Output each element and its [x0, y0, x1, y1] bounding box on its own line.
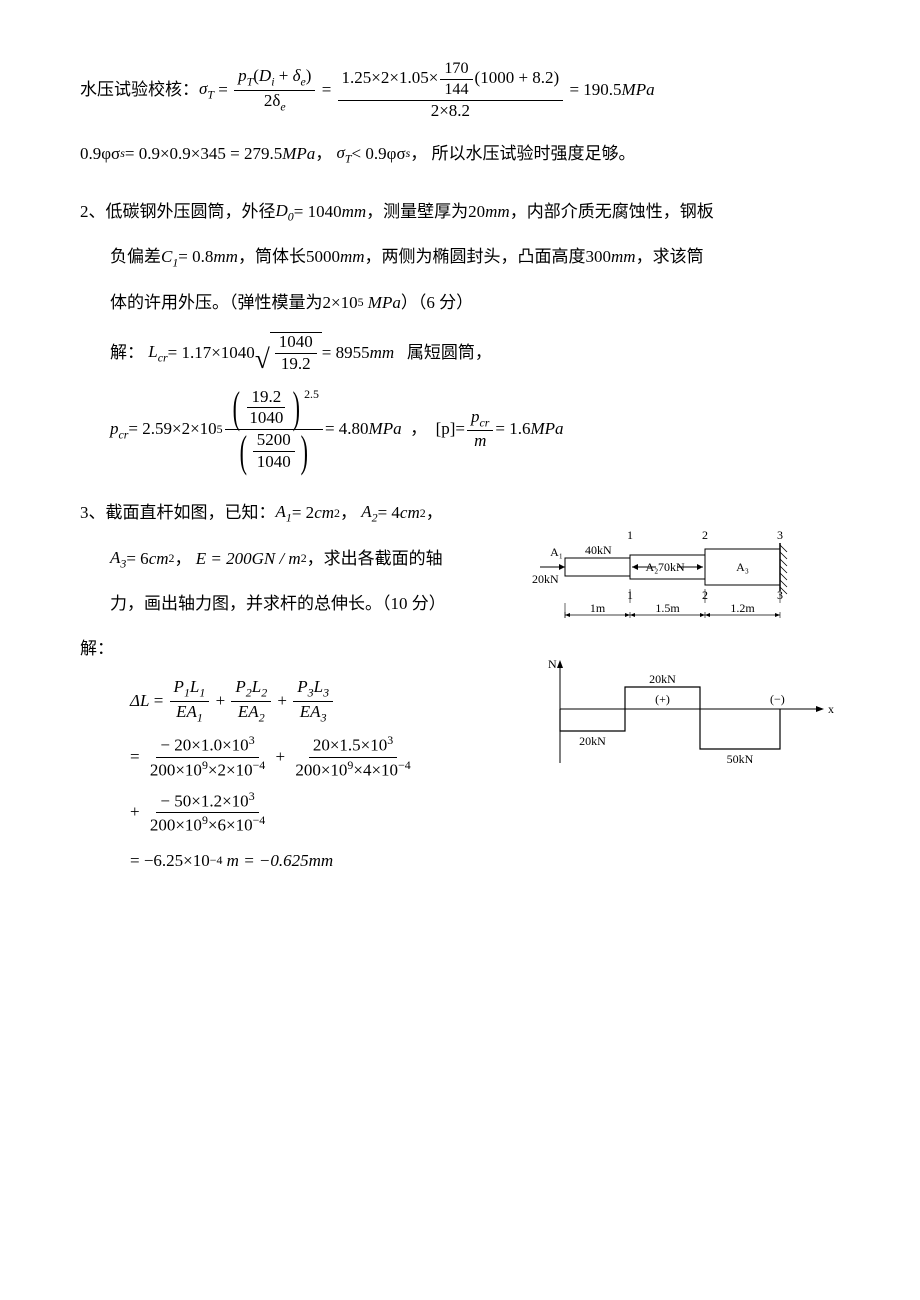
svg-text:A₁: A₁	[550, 545, 563, 559]
unit-mpa: MPa	[622, 75, 655, 106]
p3-equations: ΔL = P1L1EA1 + P2L2EA2 + P3L3EA3 = − 20×…	[80, 678, 508, 876]
svg-text:A₃: A₃	[736, 560, 749, 574]
svg-text:20kN: 20kN	[579, 734, 606, 748]
svg-text:1m: 1m	[590, 601, 606, 615]
p2-bigfrac: (19.21040)2.5 (52001040)	[225, 388, 323, 472]
svg-text:20kN: 20kN	[532, 572, 559, 586]
svg-text:1.2m: 1.2m	[730, 601, 755, 615]
svg-text:(−): (−)	[770, 692, 785, 706]
p1-sigmaT: σT	[199, 74, 214, 106]
svg-text:40kN: 40kN	[585, 543, 612, 557]
sqrt-icon: √ 104019.2	[255, 332, 322, 373]
svg-text:3: 3	[777, 528, 783, 542]
svg-text:2: 2	[702, 528, 708, 542]
svg-text:20kN: 20kN	[649, 672, 676, 686]
problem-2: 2、 低碳钢外压圆筒，外径 D0 = 1040mm ，测量壁厚为20mm ，内部…	[80, 196, 830, 471]
p1-line2: 0.9φσs = 0.9×0.9×345 = 279.5MPa ， σT < 0…	[80, 138, 830, 170]
problem-3: 3、截面直杆如图，已知： A1 = 2cm2 ， A2 = 4cm2 ， A3 …	[80, 497, 830, 876]
p1-label: 水压试验校核：	[80, 75, 199, 106]
p1-line1: 水压试验校核： σT = pT(Di + δe) 2δe = 1.25×2×1.…	[80, 60, 830, 120]
svg-text:1: 1	[627, 528, 633, 542]
svg-text:50kN: 50kN	[727, 752, 754, 766]
svg-text:1.5m: 1.5m	[655, 601, 680, 615]
svg-text:A₂: A₂	[646, 560, 659, 574]
svg-text:x: x	[828, 702, 834, 716]
axial-force-diagram: Nx20kN(+)20kN50kN(−)	[530, 654, 830, 784]
svg-text:(+): (+)	[655, 692, 670, 706]
p1-frac1: pT(Di + δe) 2δe	[234, 67, 315, 113]
beam-diagram: 20kN40kN70kNA₁A₂A₃1122331m1.5m1.2m	[530, 507, 830, 637]
svg-text:N: N	[548, 657, 557, 671]
p1-frac2: 1.25×2×1.05×170144(1000 + 8.2) 2×8.2	[338, 60, 564, 120]
